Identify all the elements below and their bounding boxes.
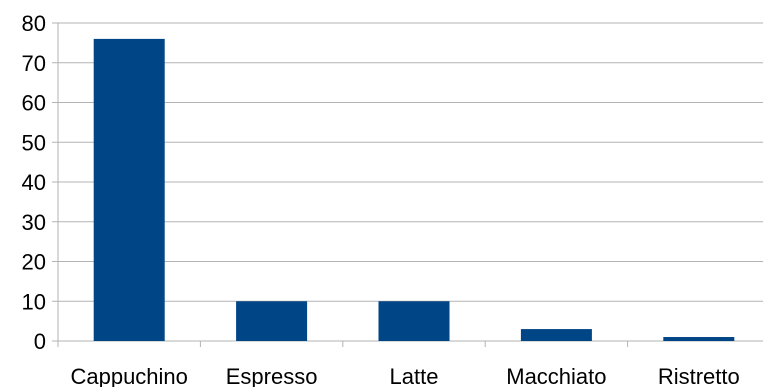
bars	[93, 38, 735, 342]
y-tick-label: 10	[22, 289, 46, 314]
bar-espresso	[236, 301, 308, 341]
y-tick-label: 50	[22, 130, 46, 155]
y-tick-label: 20	[22, 250, 46, 275]
x-category-label: Cappuchino	[70, 364, 187, 387]
x-category-label: Espresso	[226, 364, 318, 387]
x-category-label: Latte	[390, 364, 439, 387]
axes	[52, 22, 629, 347]
y-tick-labels: 0 10 20 30 40 50 60 70 80	[22, 11, 46, 354]
y-tick-label: 80	[22, 11, 46, 36]
x-category-labels: Cappuchino Espresso Latte Macchiato Ristrett…	[70, 364, 739, 387]
x-category-label: Macchiato	[506, 364, 606, 387]
y-tick-label: 40	[22, 170, 46, 195]
x-category-label: Ristretto	[658, 364, 740, 387]
y-tick-label: 70	[22, 51, 46, 76]
bar-macchiato	[520, 329, 592, 341]
gridlines	[58, 22, 763, 342]
bar-cappuchino	[93, 38, 165, 342]
y-tick-label: 30	[22, 210, 46, 235]
bar-latte	[378, 301, 450, 341]
bar-ristretto	[663, 337, 735, 341]
y-tick-label: 0	[34, 329, 46, 354]
y-tick-label: 60	[22, 91, 46, 116]
